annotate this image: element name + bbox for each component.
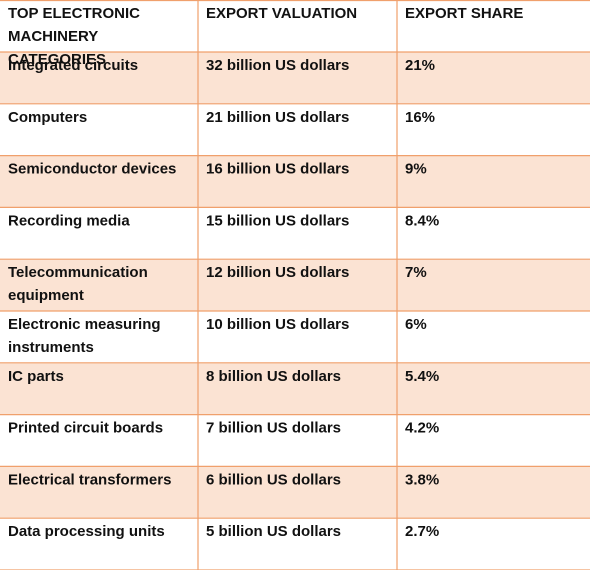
header-share: EXPORT SHARE <box>405 5 523 22</box>
table-row-background <box>0 518 590 570</box>
cell-valuation: 21 billion US dollars <box>206 109 349 126</box>
cell-share: 7% <box>405 264 427 281</box>
cell-category: IC parts <box>8 368 64 385</box>
cell-category: Printed circuit boards <box>8 420 163 437</box>
cell-share: 3.8% <box>405 471 439 488</box>
cell-share: 6% <box>405 316 427 333</box>
cell-category: Integrated circuits <box>8 57 138 74</box>
cell-category: Electronic measuring instruments <box>8 316 161 356</box>
table-row-background <box>0 414 590 467</box>
table-row-background <box>0 155 590 208</box>
table-row-background <box>0 466 590 519</box>
cell-valuation: 8 billion US dollars <box>206 368 341 385</box>
table-row-background <box>0 259 590 311</box>
table-row-background <box>0 311 590 363</box>
cell-valuation: 16 billion US dollars <box>206 161 349 178</box>
cell-category: Telecommunication equipment <box>8 264 148 304</box>
cell-share: 16% <box>405 109 435 126</box>
cell-share: 5.4% <box>405 368 439 385</box>
table-row-background <box>0 52 590 104</box>
table-row-background <box>0 103 590 156</box>
cell-share: 2.7% <box>405 523 439 540</box>
header-category: TOP ELECTRONIC MACHINERY CATEGORIES <box>8 5 140 68</box>
cell-valuation: 6 billion US dollars <box>206 471 341 488</box>
table-row-background <box>0 207 590 260</box>
cell-valuation: 15 billion US dollars <box>206 212 349 229</box>
cell-share: 21% <box>405 57 435 74</box>
cell-category: Computers <box>8 109 87 126</box>
cell-category: Electrical transformers <box>8 471 171 488</box>
table-row-background <box>0 362 590 415</box>
cell-category: Semiconductor devices <box>8 161 176 178</box>
cell-share: 8.4% <box>405 212 439 229</box>
header-valuation: EXPORT VALUATION <box>206 5 357 22</box>
cell-valuation: 5 billion US dollars <box>206 523 341 540</box>
cell-category: Data processing units <box>8 523 165 540</box>
cell-valuation: 7 billion US dollars <box>206 420 341 437</box>
cell-valuation: 32 billion US dollars <box>206 57 349 74</box>
cell-category: Recording media <box>8 212 130 229</box>
cell-share: 4.2% <box>405 420 439 437</box>
header-row-background <box>0 0 590 52</box>
cell-valuation: 10 billion US dollars <box>206 316 349 333</box>
cell-share: 9% <box>405 161 427 178</box>
cell-valuation: 12 billion US dollars <box>206 264 349 281</box>
